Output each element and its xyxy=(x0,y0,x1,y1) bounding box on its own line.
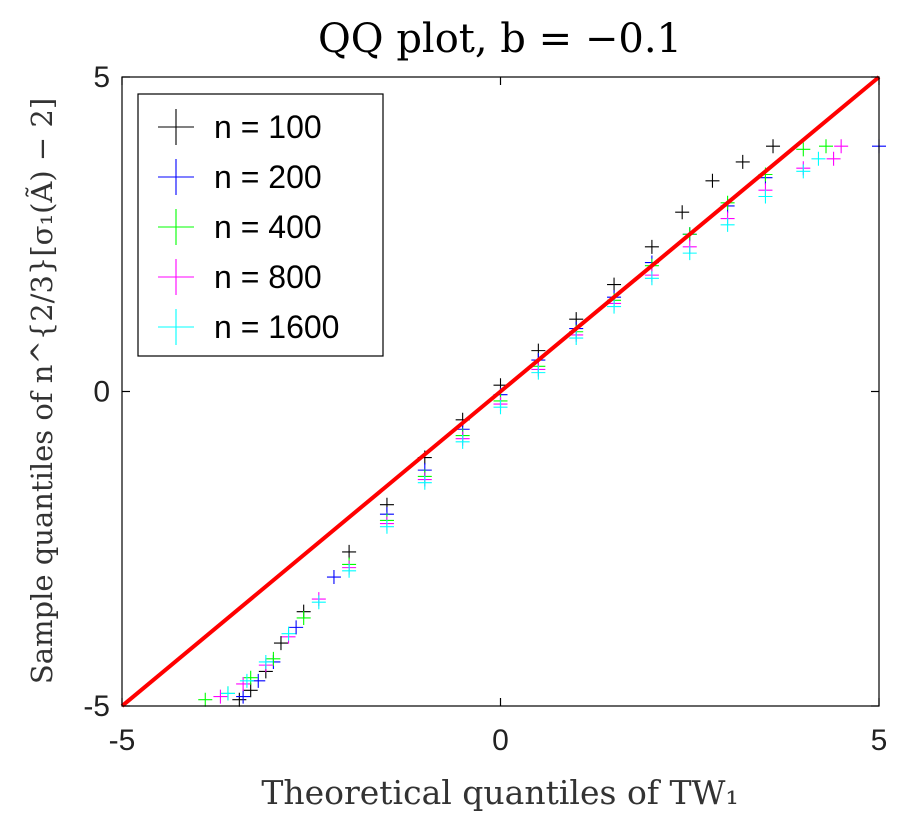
legend-label: n = 200 xyxy=(214,159,322,195)
data-point xyxy=(266,651,281,666)
data-point xyxy=(455,434,470,449)
data-point xyxy=(232,692,247,707)
data-point xyxy=(531,365,546,380)
data-point xyxy=(236,676,251,691)
y-tick-label: 5 xyxy=(93,61,110,94)
data-point xyxy=(236,689,251,704)
data-point xyxy=(342,544,357,559)
data-point xyxy=(675,205,690,220)
data-point xyxy=(819,139,834,154)
data-point xyxy=(379,519,394,534)
legend-marker xyxy=(158,309,194,345)
legend-entry: n = 200 xyxy=(158,159,322,195)
data-point xyxy=(239,673,254,688)
legend-marker xyxy=(158,109,194,145)
x-tick-label: 5 xyxy=(871,724,888,757)
data-point xyxy=(258,654,273,669)
legend-marker xyxy=(158,209,194,245)
series-n-1600 xyxy=(220,151,826,701)
data-point xyxy=(796,164,811,179)
data-point xyxy=(607,299,622,314)
legend-entry: n = 400 xyxy=(158,209,322,245)
data-point xyxy=(607,277,622,292)
data-point xyxy=(243,670,258,685)
legend-marker xyxy=(158,259,194,295)
data-point xyxy=(644,271,659,286)
data-point xyxy=(811,151,826,166)
data-point xyxy=(493,400,508,415)
data-point xyxy=(644,239,659,254)
x-tick-label: -5 xyxy=(109,724,136,757)
data-point xyxy=(273,636,288,651)
legend-box xyxy=(137,93,384,357)
y-tick-label: 0 xyxy=(93,376,110,409)
legend-entry: n = 100 xyxy=(158,109,322,145)
data-point xyxy=(569,331,584,346)
data-point xyxy=(213,689,228,704)
legend-entry: n = 800 xyxy=(158,259,322,295)
legend-label: n = 800 xyxy=(214,259,322,295)
axis-ticks: -5 0 5 -5 0 5 xyxy=(83,61,887,757)
x-axis-label: Theoretical quantiles of TW₁ xyxy=(261,773,738,812)
legend-label: n = 100 xyxy=(214,109,322,145)
data-point xyxy=(735,154,750,169)
legend-label: n = 1600 xyxy=(214,309,339,345)
data-point xyxy=(826,151,841,166)
y-axis-label: Sample quantiles of n^{2/3}[σ₁(Ã) − 2] xyxy=(24,98,59,684)
legend: n = 100 n = 200 n = 400 n = 800 n = 1600 xyxy=(137,93,384,357)
data-point xyxy=(720,217,735,232)
data-point xyxy=(834,139,849,154)
data-point xyxy=(289,620,304,635)
x-tick-label: 0 xyxy=(492,724,509,757)
data-point xyxy=(796,142,811,157)
data-points xyxy=(198,139,886,707)
chart-title: QQ plot, b = −0.1 xyxy=(318,16,682,62)
data-point xyxy=(243,683,258,698)
data-point xyxy=(311,595,326,610)
data-point xyxy=(326,570,341,585)
data-point xyxy=(198,692,213,707)
reference-line-layer xyxy=(120,75,881,708)
legend-entry: n = 1600 xyxy=(158,309,339,345)
data-point xyxy=(705,173,720,188)
data-point xyxy=(220,686,235,701)
data-point xyxy=(342,563,357,578)
data-point xyxy=(682,246,697,261)
data-point xyxy=(296,610,311,625)
data-point xyxy=(766,139,781,154)
data-point xyxy=(417,475,432,490)
data-point xyxy=(758,189,773,204)
y-tick-label: -5 xyxy=(83,690,110,723)
data-point xyxy=(281,626,296,641)
legend-label: n = 400 xyxy=(214,209,322,245)
legend-marker xyxy=(158,159,194,195)
reference-line xyxy=(120,75,881,708)
